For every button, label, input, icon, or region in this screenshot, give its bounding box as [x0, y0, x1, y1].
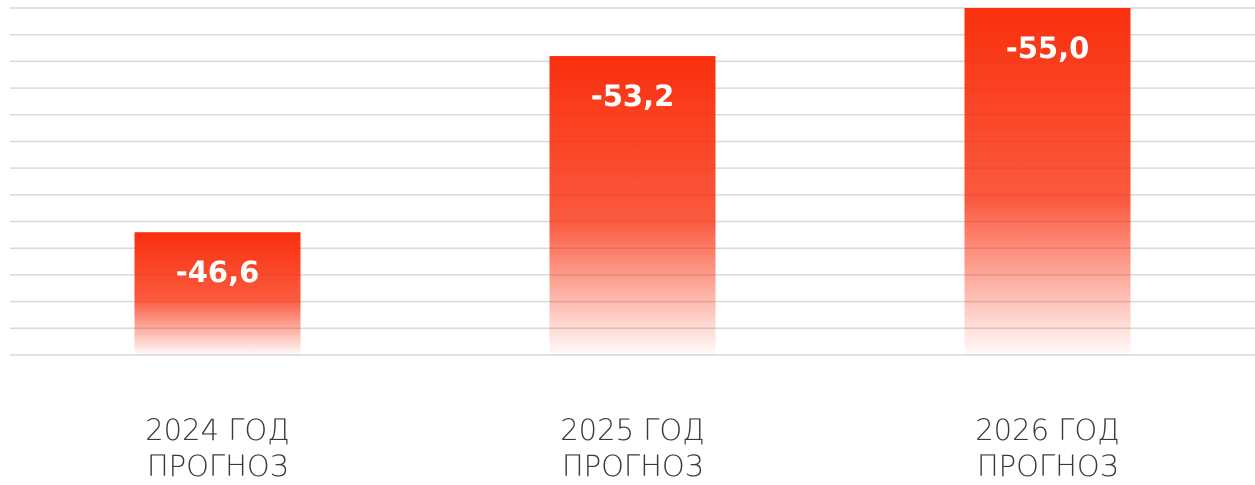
bar: [549, 56, 716, 356]
x-tick-label: 2025 ГОД ПРОГНОЗ: [560, 413, 705, 483]
bar: [134, 232, 301, 355]
value-label: -46,6: [176, 255, 260, 289]
value-label: -55,0: [1006, 31, 1090, 65]
value-label: -53,2: [591, 79, 675, 113]
x-tick-label: 2026 ГОД ПРОГНОЗ: [975, 413, 1120, 483]
bar: [964, 8, 1131, 355]
x-tick-label: 2024 ГОД ПРОГНОЗ: [145, 413, 290, 483]
